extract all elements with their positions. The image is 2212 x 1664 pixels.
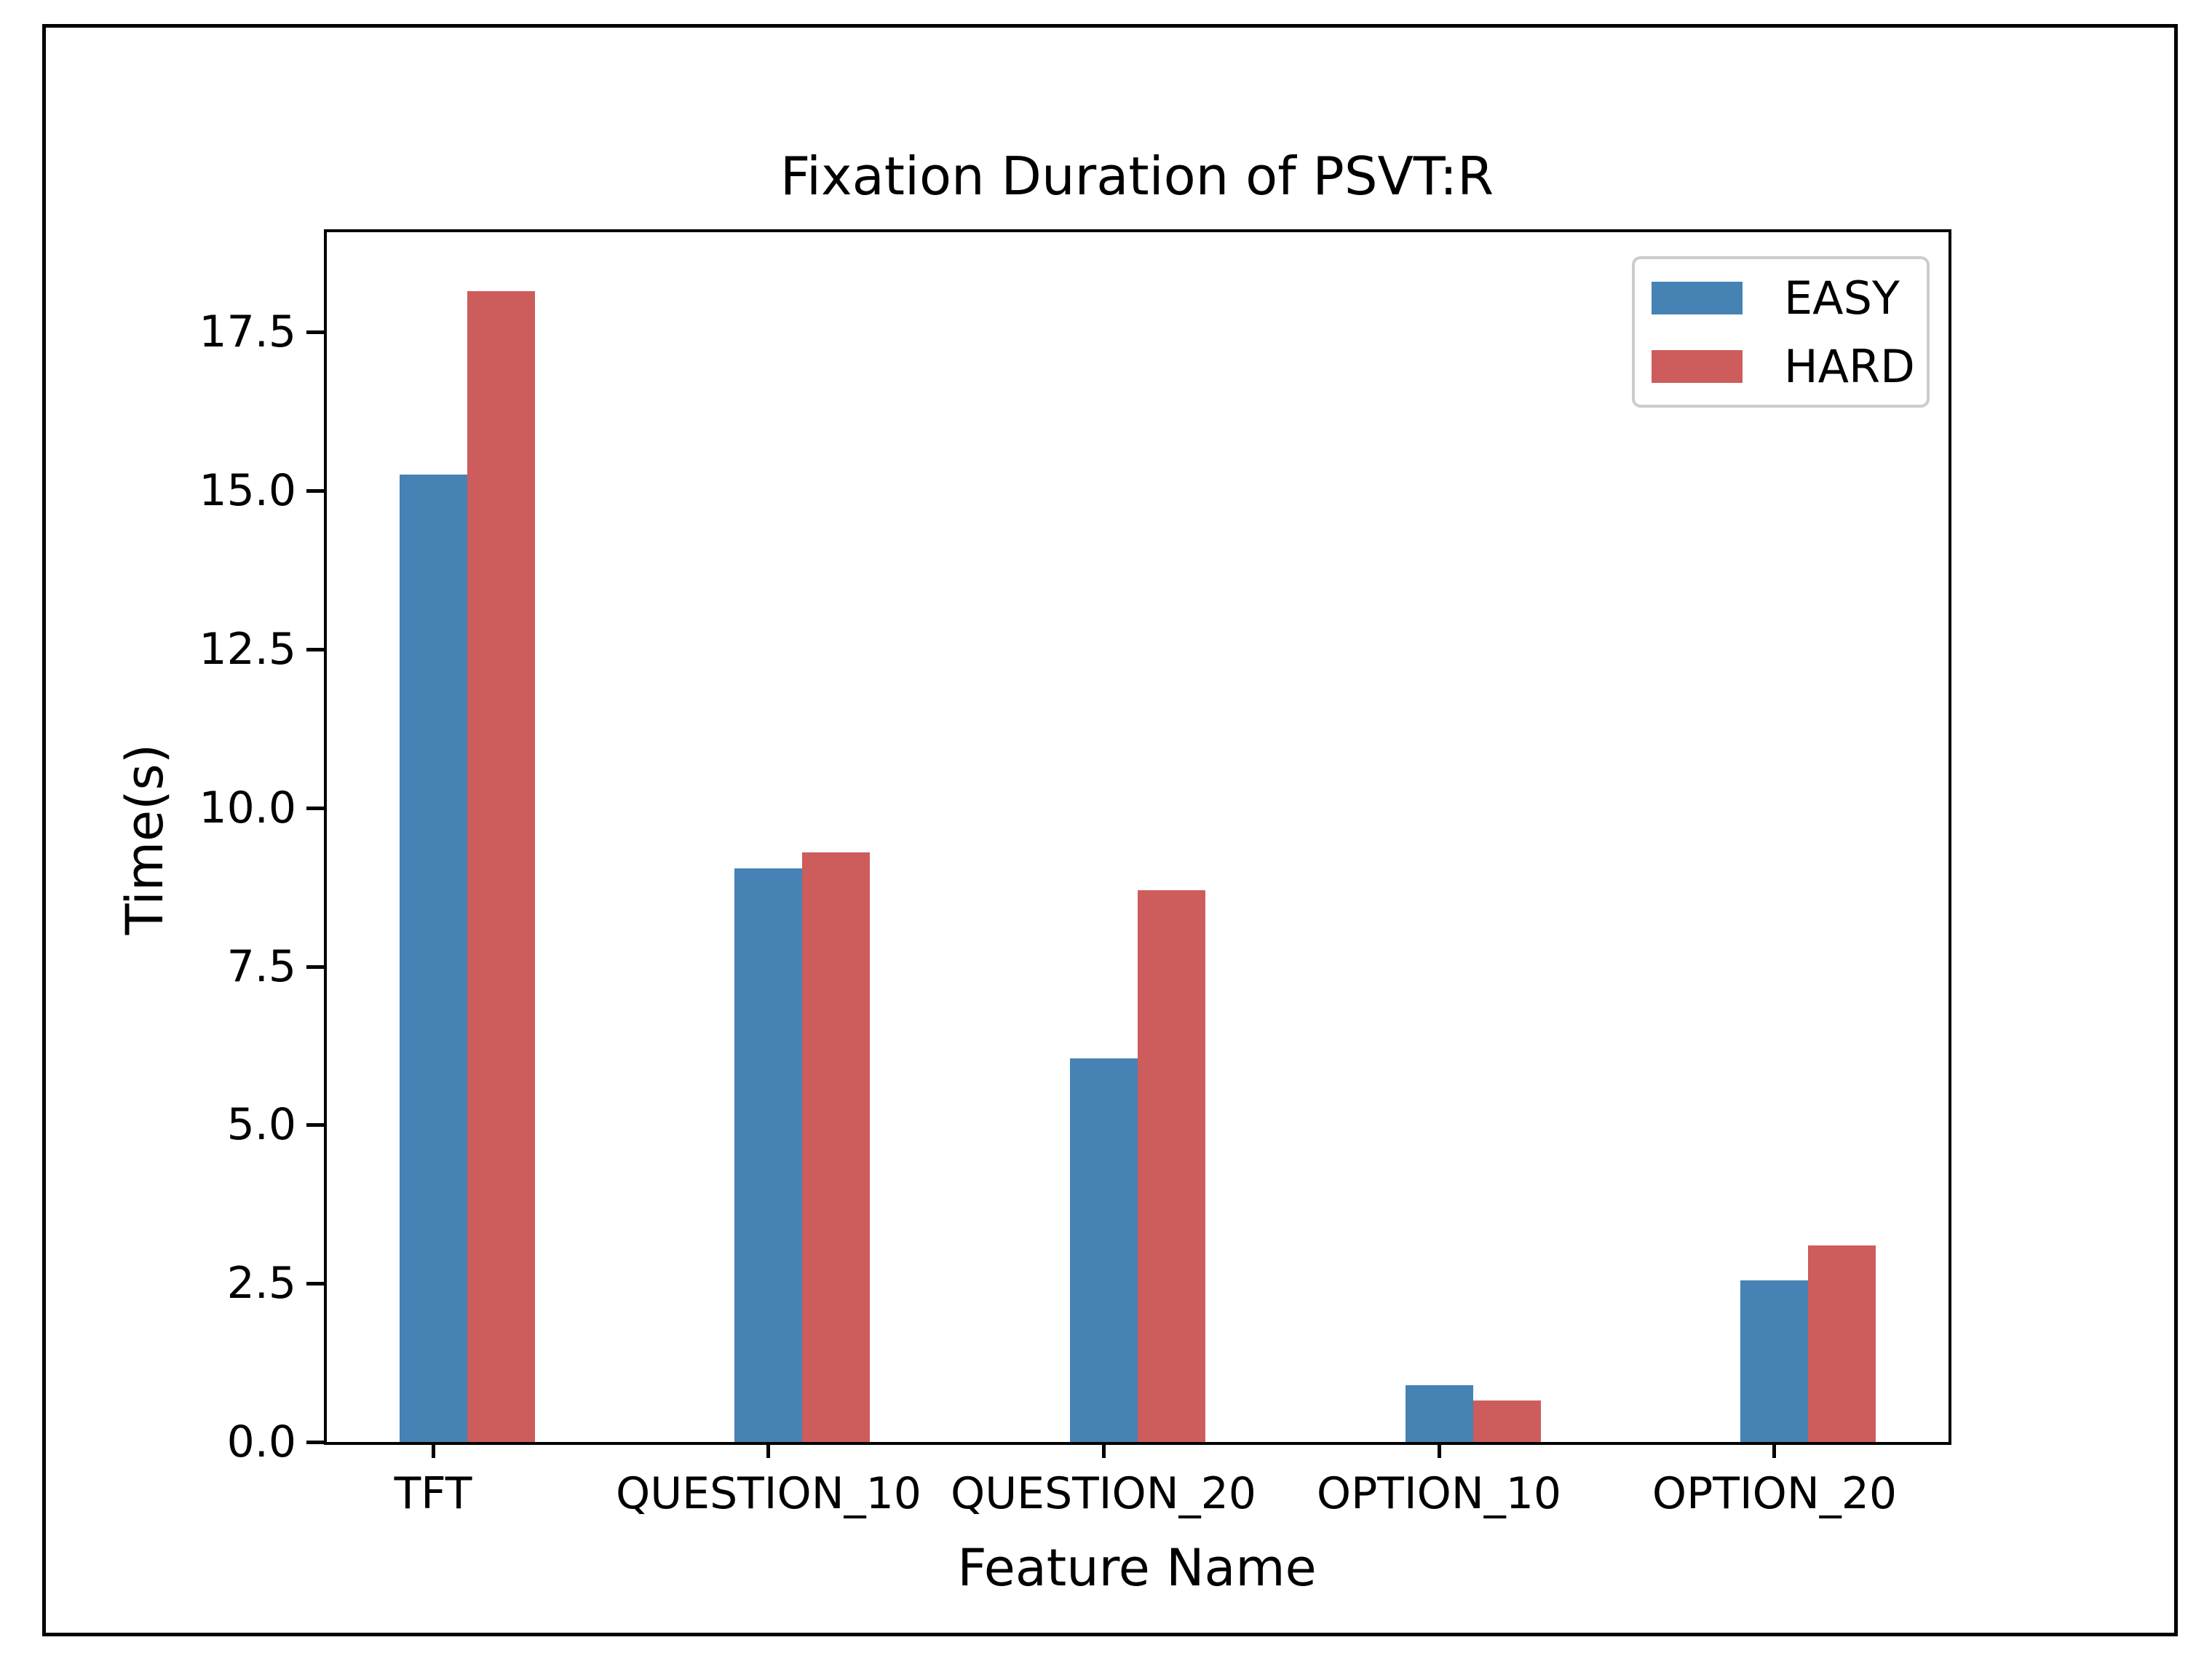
bar-easy-question_20	[1070, 1058, 1138, 1442]
y-tick-mark	[306, 1123, 324, 1127]
y-tick-label: 15.0	[199, 465, 296, 516]
bar-easy-tft	[400, 475, 467, 1442]
y-tick-mark	[306, 489, 324, 493]
y-tick-label: 7.5	[226, 941, 296, 992]
x-tick-mark	[766, 1445, 770, 1458]
y-tick-label: 17.5	[199, 306, 296, 357]
bar-hard-tft	[467, 291, 535, 1442]
y-tick-mark	[306, 1441, 324, 1444]
y-tick-label: 0.0	[226, 1417, 296, 1467]
bar-easy-question_10	[734, 868, 802, 1442]
legend-swatch-hard	[1652, 349, 1743, 383]
x-tick-label: QUESTION_10	[616, 1468, 921, 1519]
bar-easy-option_20	[1740, 1280, 1808, 1442]
y-tick-mark	[306, 648, 324, 651]
y-tick-mark	[306, 807, 324, 810]
x-axis-label: Feature Name	[957, 1538, 1317, 1598]
y-tick-label: 12.5	[199, 624, 296, 675]
bar-hard-option_10	[1473, 1400, 1541, 1442]
bar-easy-option_10	[1406, 1385, 1473, 1442]
y-tick-mark	[306, 330, 324, 334]
legend-label-easy: EASY	[1784, 271, 1900, 325]
x-tick-mark	[1772, 1445, 1776, 1458]
y-tick-label: 10.0	[199, 783, 296, 833]
legend-item-easy: EASY	[1652, 271, 1927, 325]
x-tick-label: TFT	[394, 1468, 472, 1519]
bar-hard-question_10	[802, 852, 870, 1442]
y-axis-label: Time(s)	[115, 743, 175, 935]
x-tick-label: OPTION_20	[1652, 1468, 1898, 1519]
y-tick-label: 2.5	[226, 1258, 296, 1309]
chart-title: Fixation Duration of PSVT:R	[780, 146, 1494, 207]
x-tick-mark	[1438, 1445, 1441, 1458]
bar-hard-question_20	[1138, 890, 1205, 1442]
y-tick-mark	[306, 965, 324, 969]
x-tick-mark	[1102, 1445, 1106, 1458]
x-tick-label: OPTION_10	[1316, 1468, 1562, 1519]
legend-label-hard: HARD	[1784, 339, 1915, 393]
legend-swatch-easy	[1652, 281, 1743, 314]
legend-item-hard: HARD	[1652, 339, 1927, 393]
y-tick-label: 5.0	[226, 1099, 296, 1150]
bar-hard-option_20	[1808, 1245, 1876, 1442]
x-tick-label: QUESTION_20	[951, 1468, 1256, 1519]
legend: EASY HARD	[1632, 256, 1930, 408]
y-tick-mark	[306, 1282, 324, 1285]
x-tick-mark	[432, 1445, 435, 1458]
